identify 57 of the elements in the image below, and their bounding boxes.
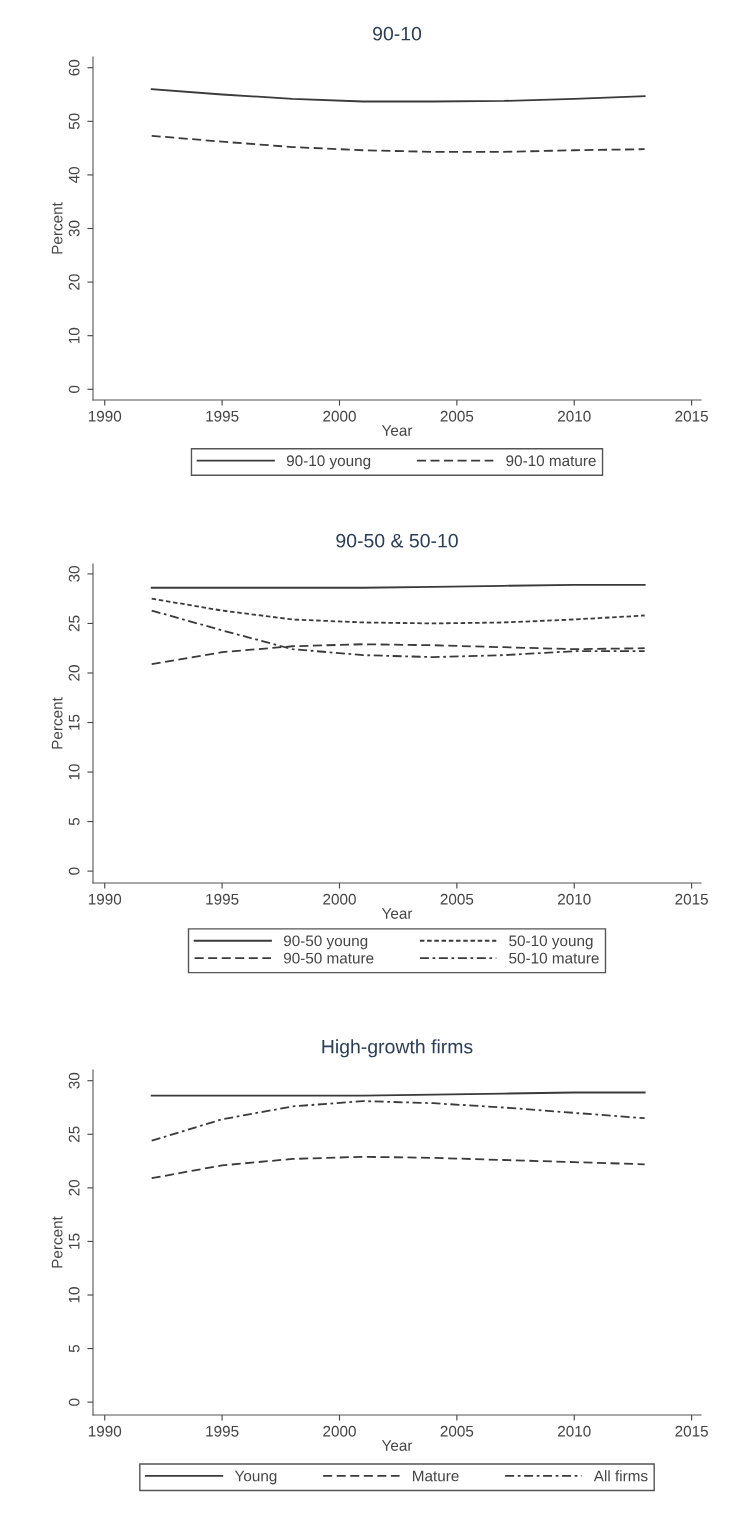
x-tick-label: 2000 — [323, 1425, 356, 1437]
x-tick-label: 2015 — [675, 410, 708, 422]
legend-label: All firms — [593, 1470, 648, 1482]
x-tick-label: 2000 — [323, 893, 356, 905]
x-tick-label: 2015 — [675, 1425, 708, 1437]
y-tick-label: 0 — [68, 385, 80, 393]
x-tick-label: 2005 — [440, 1425, 474, 1437]
y-tick-label: 0 — [68, 867, 80, 875]
y-tick-label: 10 — [68, 764, 80, 780]
y-tick-label: 20 — [68, 1179, 80, 1196]
x-tick-label: 1990 — [88, 1425, 122, 1437]
y-axis-title: Percent — [51, 202, 63, 254]
y-tick-label: 40 — [68, 167, 80, 184]
legend-label: Young — [234, 1470, 277, 1485]
x-axis-title: Year — [381, 425, 413, 436]
y-axis-title: Percent — [51, 1216, 63, 1268]
legend-label: 50-10 young — [509, 935, 593, 950]
x-tick-label: 2000 — [323, 410, 356, 422]
x-axis-title: Year — [381, 908, 413, 919]
legend-label: 90-10 mature — [506, 455, 596, 467]
x-tick-label: 1990 — [88, 410, 122, 422]
y-tick-label: 20 — [68, 274, 80, 290]
x-tick-label: 1990 — [88, 893, 122, 905]
x-tick-label: 1995 — [206, 893, 239, 905]
y-tick-label: 50 — [68, 113, 80, 130]
y-tick-label: 25 — [68, 615, 80, 632]
chart-title: 90-10 — [373, 26, 422, 41]
y-axis-title: Percent — [51, 697, 63, 749]
x-axis-title: Year — [381, 1440, 413, 1451]
y-tick-label: 30 — [68, 566, 80, 582]
legend-label: 90-50 mature — [283, 952, 374, 964]
y-tick-label: 0 — [68, 1398, 80, 1406]
y-tick-label: 20 — [68, 665, 80, 681]
y-tick-label: 5 — [68, 817, 80, 826]
legend-label: 90-50 young — [283, 935, 368, 950]
x-tick-label: 2005 — [440, 893, 474, 905]
y-tick-label: 30 — [68, 220, 80, 237]
y-tick-label: 10 — [68, 327, 80, 344]
x-tick-label: 1995 — [206, 1425, 239, 1437]
x-tick-label: 2015 — [675, 893, 708, 905]
legend-label: 50-10 mature — [509, 952, 599, 964]
y-tick-label: 30 — [68, 1072, 80, 1089]
y-tick-label: 25 — [68, 1126, 80, 1143]
x-tick-label: 1995 — [206, 410, 239, 422]
chart-title: High-growth firms — [322, 1039, 473, 1058]
legend-label: 90-10 young — [286, 455, 371, 470]
x-tick-label: 2005 — [440, 410, 474, 422]
x-tick-label: 2010 — [558, 410, 591, 422]
y-tick-label: 15 — [68, 1233, 80, 1249]
chart-title: 90-50 & 50-10 — [336, 533, 458, 548]
y-tick-label: 10 — [68, 1287, 80, 1303]
x-tick-label: 2010 — [558, 1425, 591, 1437]
x-tick-label: 2010 — [558, 893, 591, 905]
y-tick-label: 60 — [68, 59, 80, 76]
legend-label: Mature — [413, 1470, 459, 1482]
y-tick-label: 5 — [68, 1344, 80, 1353]
y-tick-label: 15 — [68, 714, 80, 730]
